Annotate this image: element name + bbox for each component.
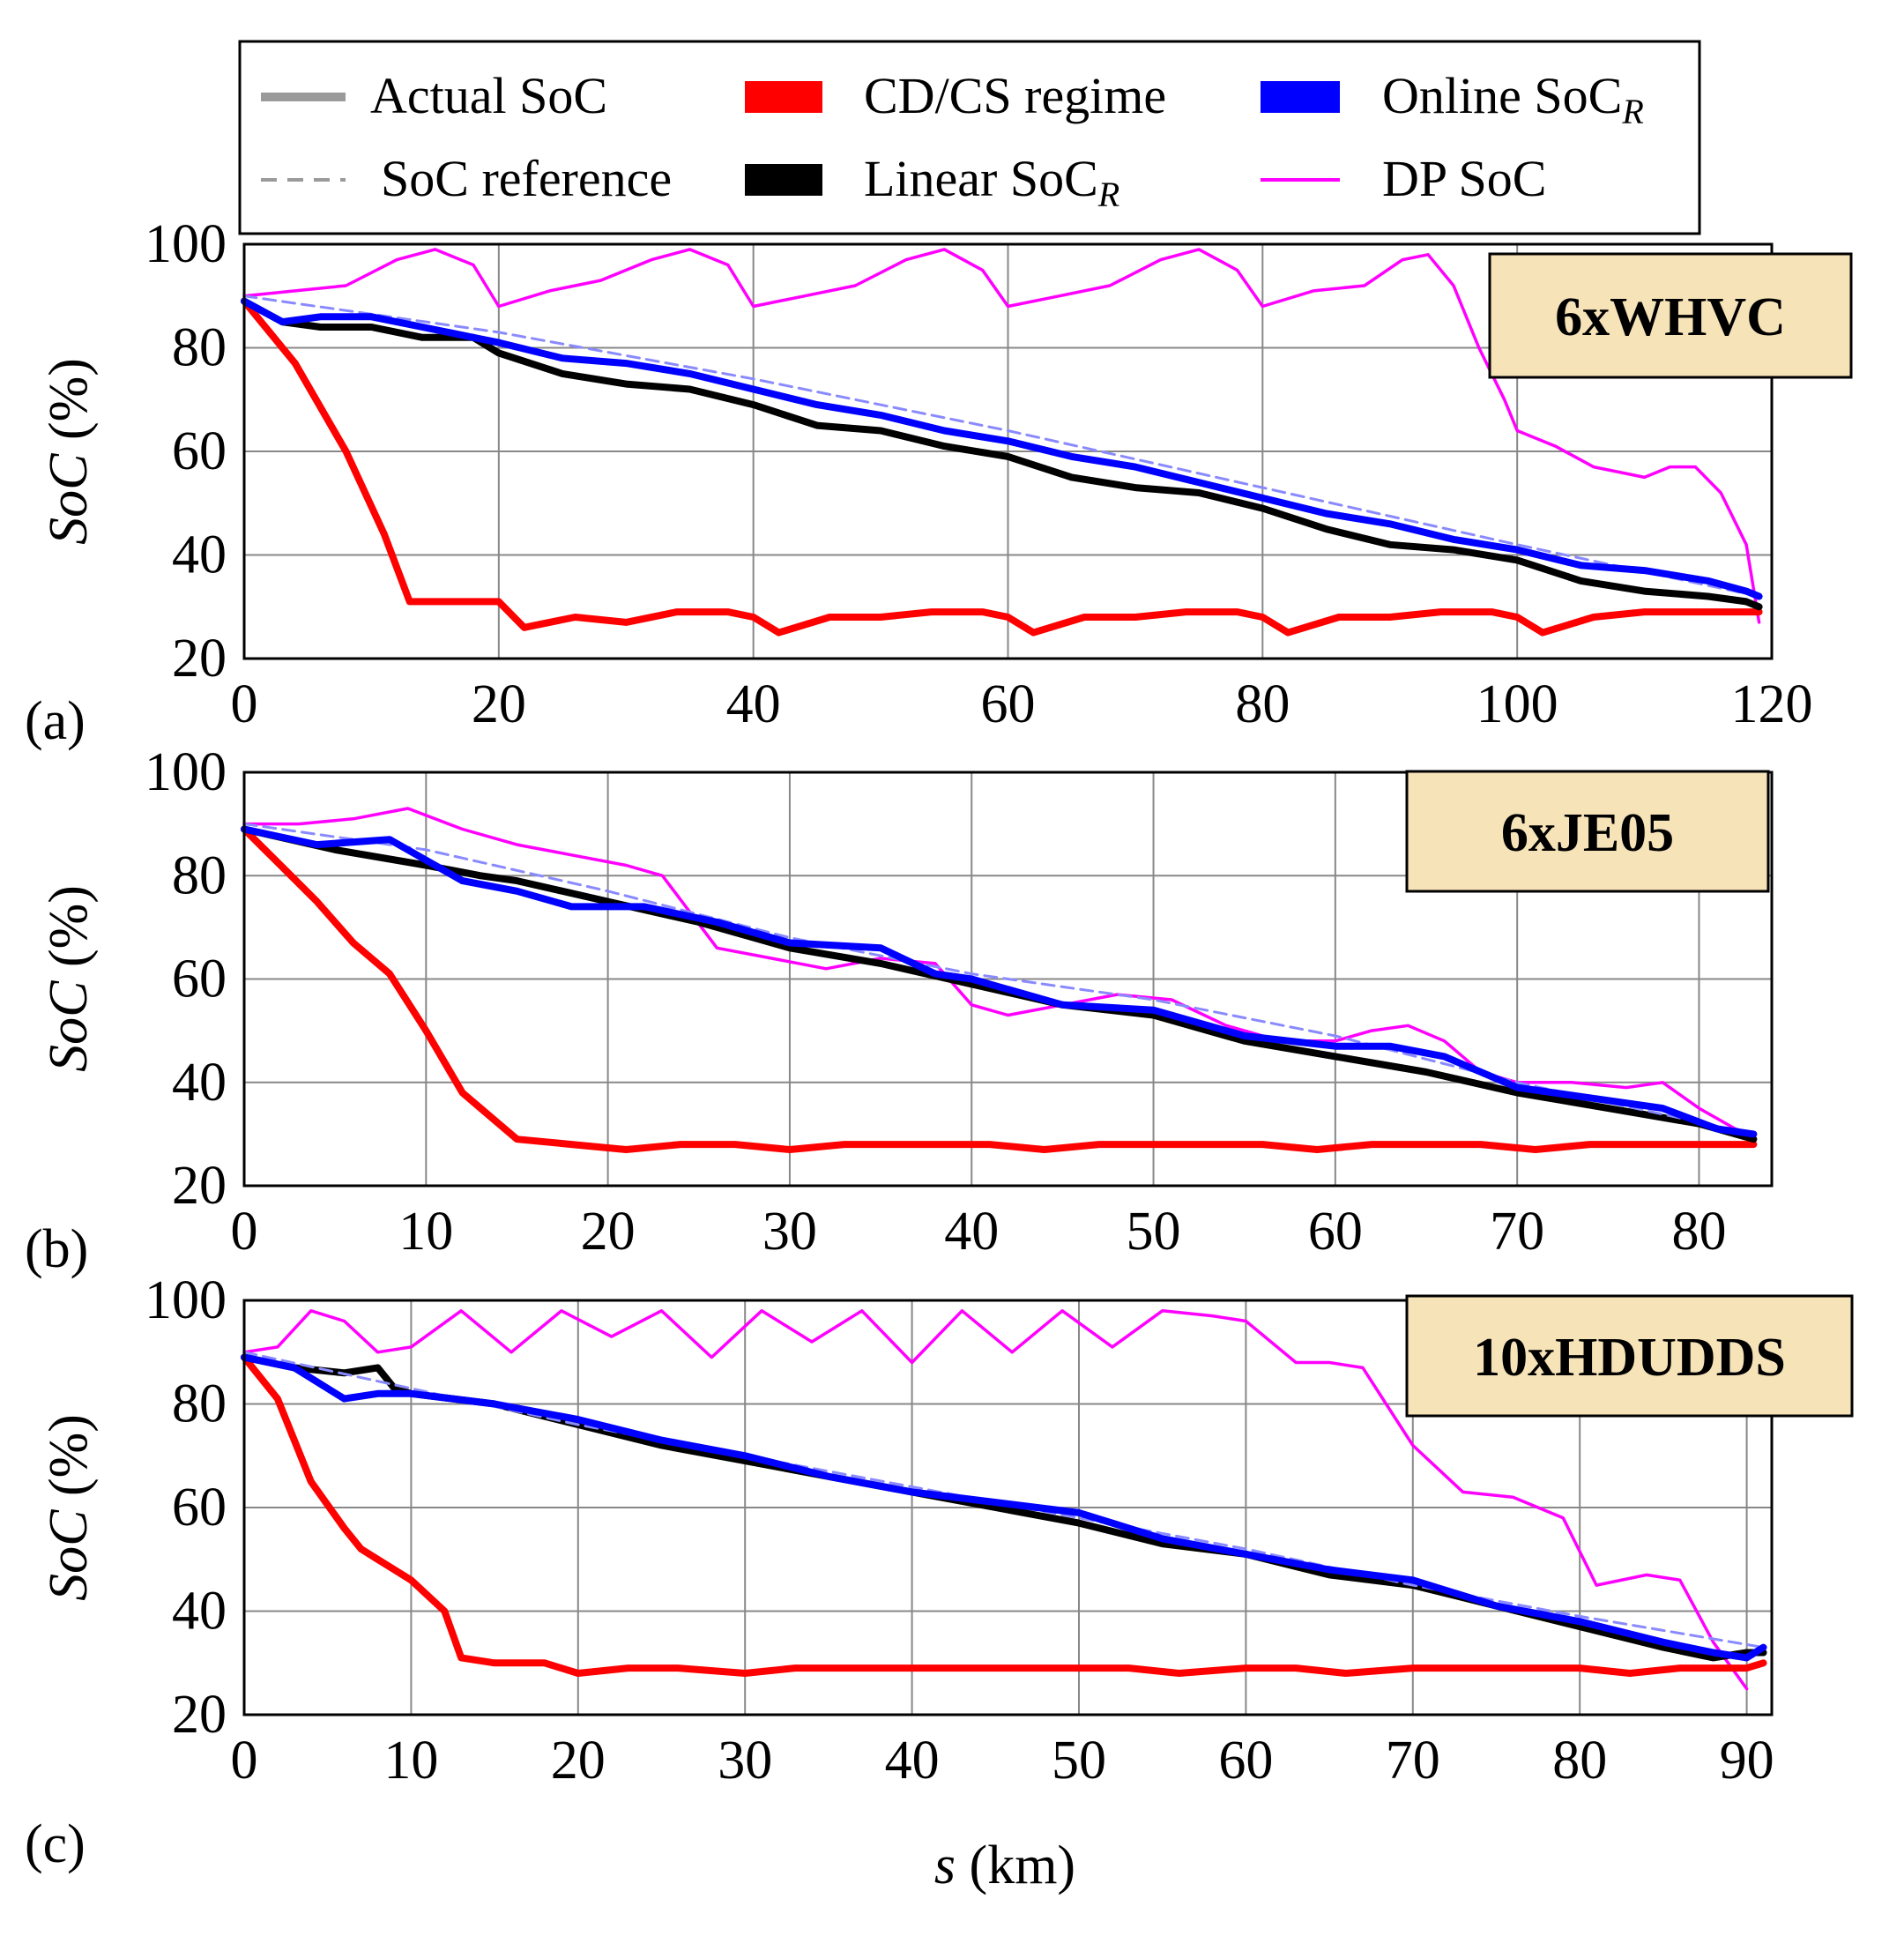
x-tick-label: 70 bbox=[1386, 1731, 1440, 1791]
x-axis-label-unit: (km) bbox=[956, 1835, 1075, 1895]
series-online-soc-r bbox=[241, 1353, 1767, 1662]
y-tick-label: 80 bbox=[172, 1374, 227, 1434]
y-axis-label-italic: SoC bbox=[39, 453, 99, 545]
x-tick-label: 20 bbox=[581, 1202, 636, 1262]
panel-b: 0 10 20 30 40 50 60 70 80 20 40 60 80 100 SoC (%) (b) 6x… bbox=[25, 742, 1774, 1279]
x-tick-label: 40 bbox=[885, 1731, 940, 1791]
legend-online-label-main: Online SoC bbox=[1382, 67, 1622, 124]
legend-cdcs-swatch bbox=[745, 81, 822, 113]
y-tick-label: 60 bbox=[172, 1478, 227, 1538]
y-axis-label-unit: (%) bbox=[39, 358, 99, 453]
y-axis-label-italic: SoC bbox=[39, 1509, 99, 1601]
x-tick-label: 40 bbox=[944, 1202, 999, 1262]
x-axis-label: s (km) bbox=[934, 1835, 1075, 1895]
y-axis-label: SoC (%) bbox=[39, 358, 99, 545]
series-online-soc-r bbox=[241, 297, 1763, 600]
x-tick-label: 0 bbox=[231, 674, 258, 734]
x-tick-label: 20 bbox=[551, 1731, 606, 1791]
y-tick-label: 20 bbox=[172, 629, 227, 689]
x-tick-label: 60 bbox=[981, 674, 1036, 734]
y-axis-label-italic: SoC bbox=[39, 980, 99, 1072]
y-tick-label: 60 bbox=[172, 949, 227, 1009]
x-tick-label: 80 bbox=[1235, 674, 1290, 734]
legend-online-label-sub: R bbox=[1621, 92, 1643, 131]
x-tick-label: 0 bbox=[231, 1731, 258, 1791]
legend-actual-soc-label: Actual SoC bbox=[370, 67, 607, 124]
y-axis-label-unit: (%) bbox=[39, 885, 99, 980]
y-tick-label: 100 bbox=[145, 214, 227, 274]
y-tick-label: 60 bbox=[172, 421, 227, 481]
x-tick-label: 20 bbox=[472, 674, 526, 734]
panel-c: 0 10 20 30 40 50 60 70 80 90 20 40 60 80 100 SoC (%) (c)… bbox=[25, 1270, 1854, 1874]
x-tick-label: 30 bbox=[718, 1731, 772, 1791]
panel-letter: (a) bbox=[25, 691, 86, 751]
x-tick-label: 80 bbox=[1552, 1731, 1607, 1791]
x-tick-label: 80 bbox=[1671, 1202, 1726, 1262]
series-online-soc-r bbox=[241, 825, 1758, 1138]
legend-dp-label: DP SoC bbox=[1382, 150, 1546, 207]
x-tick-label: 60 bbox=[1308, 1202, 1363, 1262]
legend-online-swatch bbox=[1261, 81, 1340, 113]
x-tick-label: 70 bbox=[1490, 1202, 1544, 1262]
series-cd-cs-regime bbox=[241, 297, 1763, 637]
x-tick-label: 50 bbox=[1052, 1731, 1106, 1791]
y-tick-label: 100 bbox=[145, 1270, 227, 1330]
y-tick-label: 20 bbox=[172, 1685, 227, 1745]
legend-cdcs-label: CD/CS regime bbox=[864, 67, 1166, 124]
cycle-label: 6xJE05 bbox=[1501, 803, 1674, 863]
y-tick-label: 80 bbox=[172, 318, 227, 378]
y-axis-label: SoC (%) bbox=[39, 1414, 99, 1601]
x-tick-label: 60 bbox=[1218, 1731, 1273, 1791]
legend-linear-label: Linear SoCR bbox=[864, 150, 1119, 214]
x-tick-label: 90 bbox=[1720, 1731, 1774, 1791]
cycle-label-box bbox=[1405, 1294, 1854, 1418]
x-axis-label-italic: s bbox=[934, 1835, 956, 1895]
series-linear-soc-r bbox=[241, 297, 1763, 611]
y-tick-label: 40 bbox=[172, 1582, 227, 1642]
legend-soc-reference-label: SoC reference bbox=[381, 150, 672, 207]
series-dp-soc bbox=[242, 1309, 1749, 1691]
x-tick-label: 10 bbox=[398, 1202, 453, 1262]
series-linear-soc-r bbox=[241, 825, 1758, 1143]
y-axis-label-unit: (%) bbox=[39, 1414, 99, 1509]
y-tick-label: 80 bbox=[172, 845, 227, 905]
cycle-label: 10xHDUDDS bbox=[1473, 1328, 1786, 1388]
legend-linear-label-sub: R bbox=[1097, 175, 1119, 214]
y-tick-label: 40 bbox=[172, 525, 227, 585]
x-tick-label: 10 bbox=[383, 1731, 438, 1791]
legend-linear-label-main: Linear SoC bbox=[864, 150, 1098, 207]
panel-letter: (c) bbox=[25, 1814, 86, 1874]
series-soc-reference bbox=[242, 823, 1755, 1136]
x-tick-label: 30 bbox=[762, 1202, 817, 1262]
cycle-label-box bbox=[1405, 770, 1770, 893]
plot-frame bbox=[242, 771, 1774, 1188]
series-cd-cs-regime bbox=[241, 825, 1758, 1153]
series-cd-cs-regime bbox=[241, 1353, 1767, 1677]
x-tick-label: 0 bbox=[231, 1202, 258, 1262]
x-tick-label: 40 bbox=[726, 674, 781, 734]
series-soc-reference bbox=[242, 294, 1761, 598]
y-tick-label: 40 bbox=[172, 1053, 227, 1113]
series-dp-soc bbox=[242, 248, 1761, 624]
x-tick-label: 120 bbox=[1731, 674, 1813, 734]
plot-frame bbox=[242, 1299, 1774, 1716]
x-tick-label: 50 bbox=[1127, 1202, 1181, 1262]
y-tick-label: 20 bbox=[172, 1156, 227, 1216]
cycle-label: 6xWHVC bbox=[1555, 287, 1786, 347]
panel-letter: (b) bbox=[25, 1219, 88, 1279]
legend-frame bbox=[238, 40, 1701, 235]
legend: Actual SoC SoC reference CD/CS regime Li… bbox=[238, 40, 1701, 235]
y-axis-label: SoC (%) bbox=[39, 885, 99, 1072]
y-tick-label: 100 bbox=[145, 742, 227, 802]
x-tick-label: 100 bbox=[1476, 674, 1558, 734]
legend-online-label: Online SoCR bbox=[1382, 67, 1644, 131]
plot-frame bbox=[242, 242, 1774, 660]
cycle-label-box bbox=[1488, 252, 1853, 379]
legend-linear-swatch bbox=[745, 164, 822, 196]
